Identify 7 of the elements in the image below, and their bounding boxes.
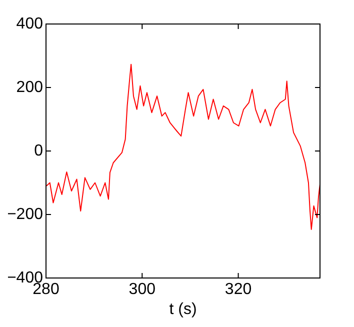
x-tick-label: 320 (224, 281, 252, 298)
x-axis-title: t (s) (169, 300, 197, 318)
x-tick-label: 300 (128, 281, 156, 298)
y-tick-label: 0 (34, 142, 44, 160)
y-tick-label: 400 (16, 15, 44, 32)
y-tick-label: −200 (6, 206, 44, 223)
y-tick-label: 200 (16, 78, 44, 96)
